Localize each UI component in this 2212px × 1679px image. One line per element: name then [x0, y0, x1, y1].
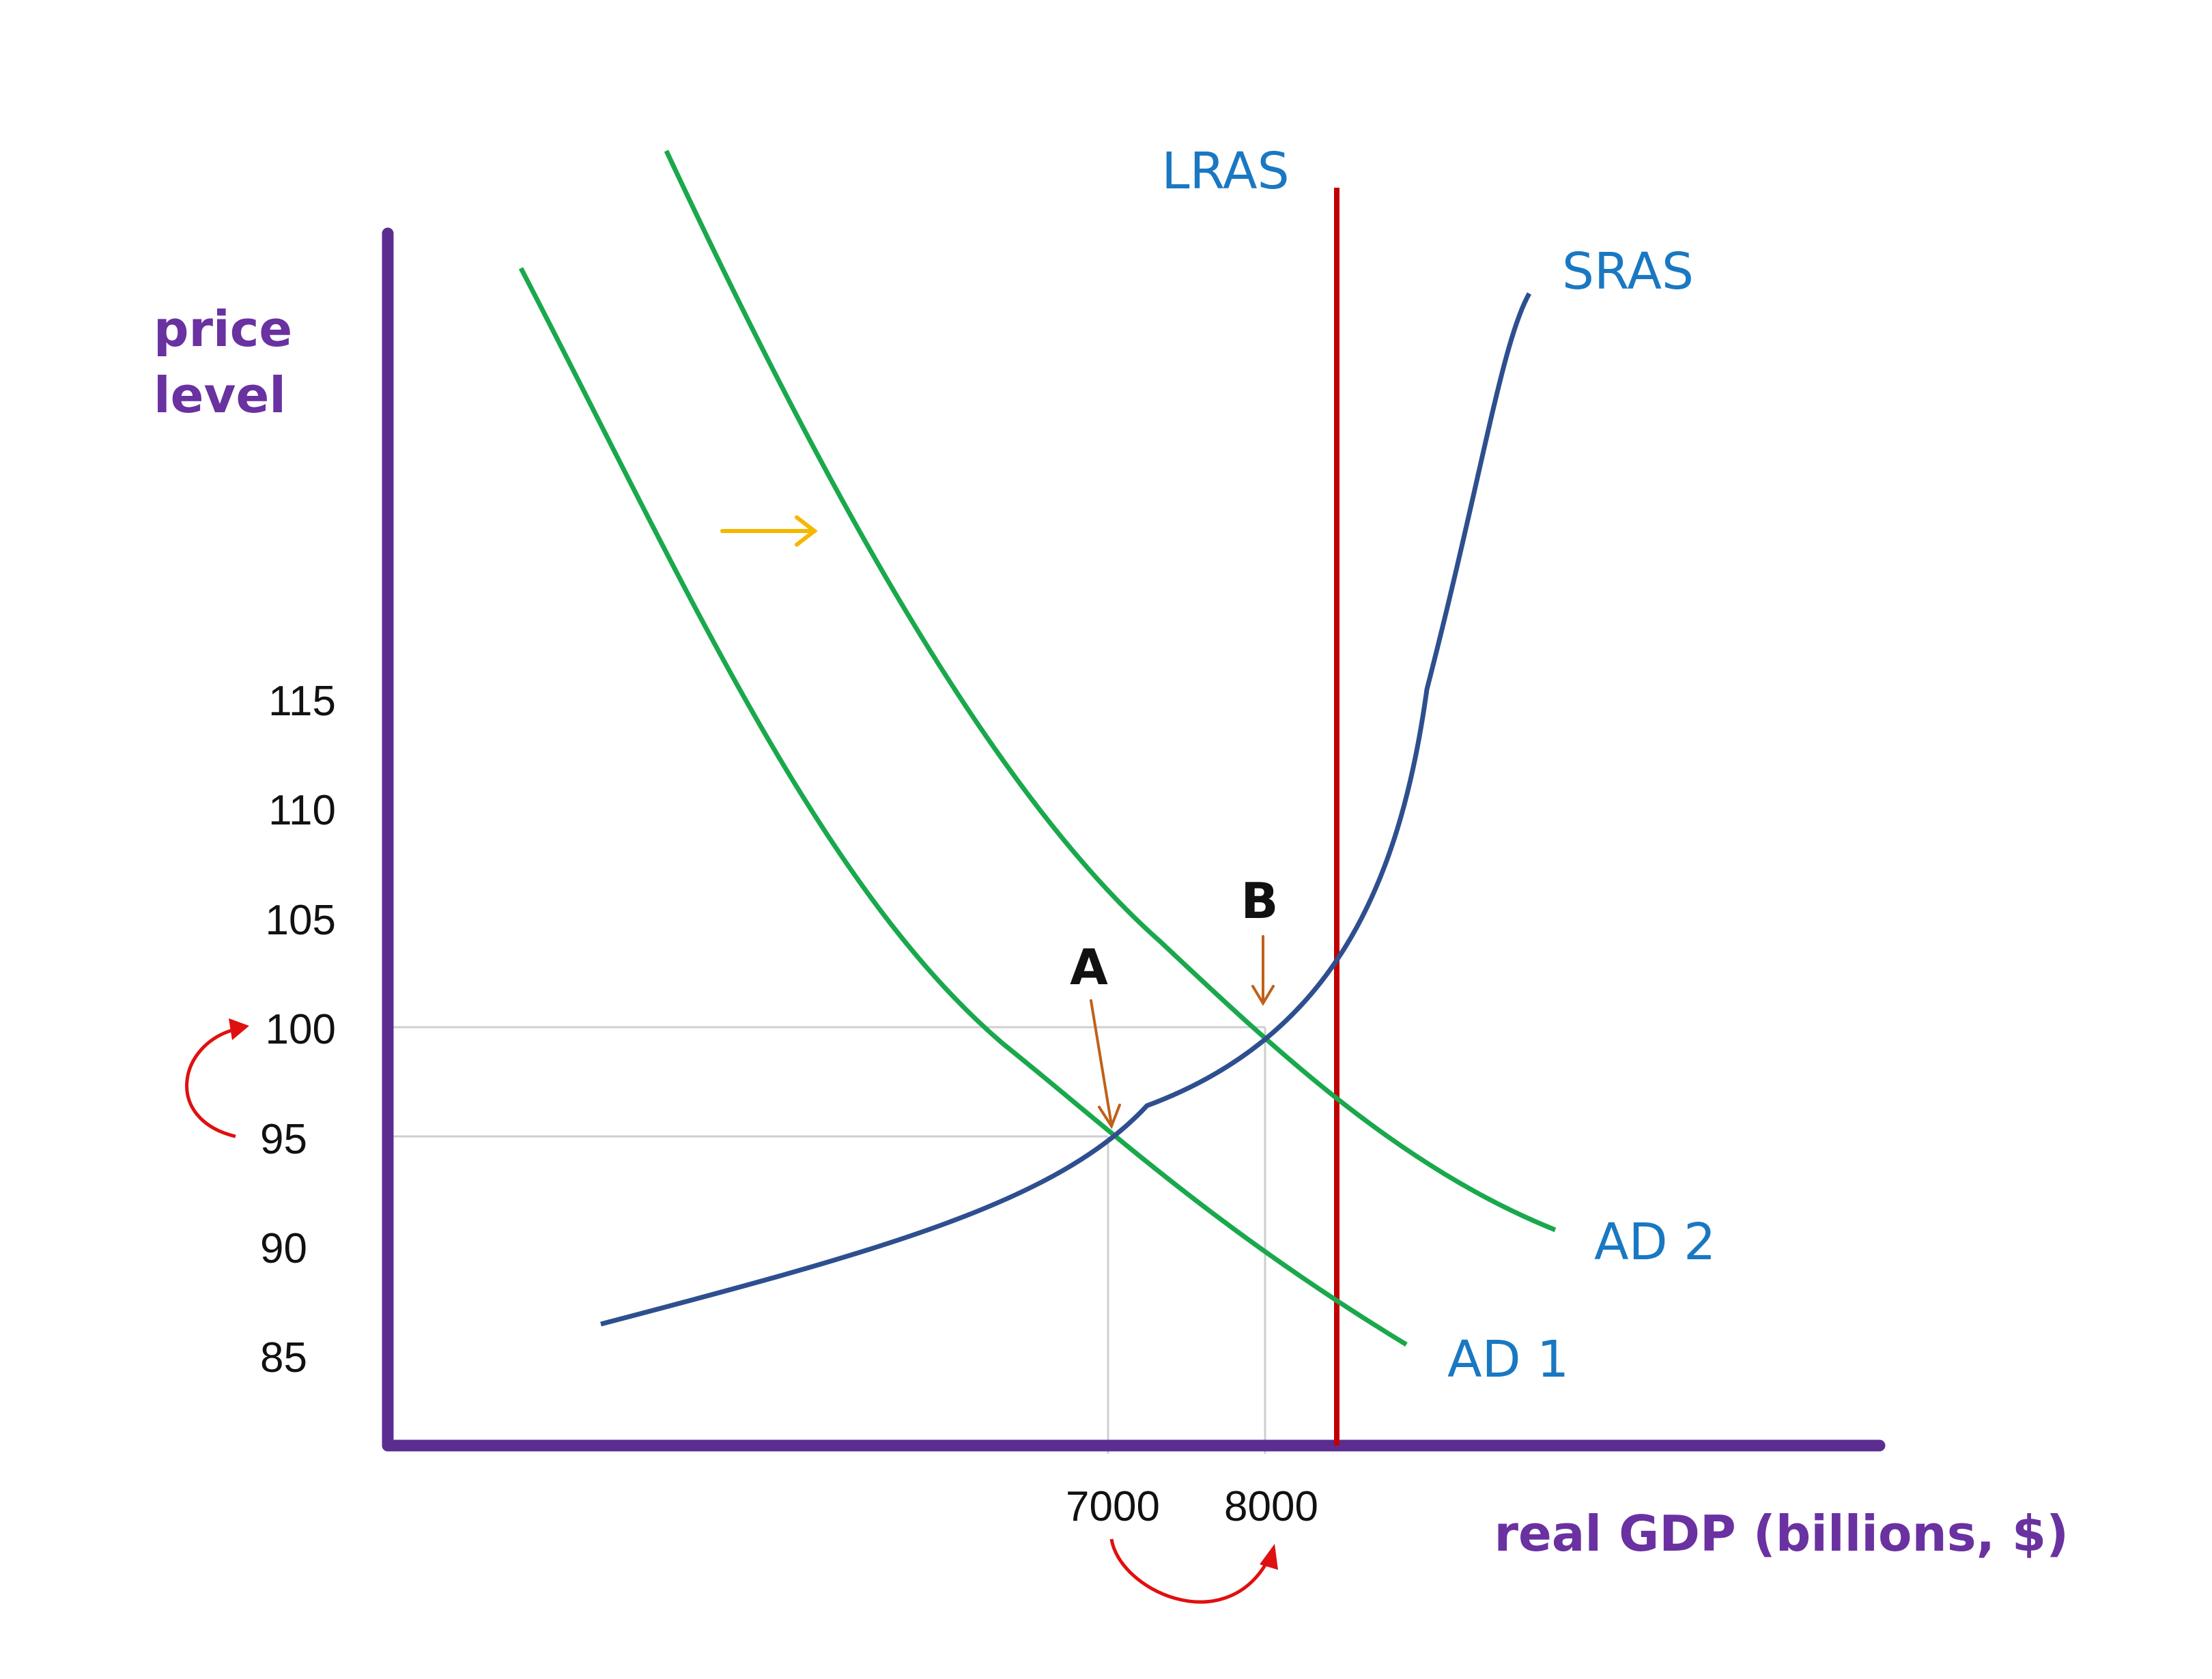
x-tick-labels: 7000 8000 [1066, 1483, 1318, 1530]
ad2-label: AD 2 [1594, 1213, 1716, 1272]
point-a-label: A [1070, 938, 1108, 996]
gdp-movement-arrow [1109, 1538, 1268, 1604]
ad1-label: AD 1 [1447, 1330, 1569, 1389]
sras-label: SRAS [1562, 242, 1694, 301]
guide-lines [393, 1026, 1266, 1454]
x-axis-label: real GDP (billions, $) [1494, 1505, 2069, 1562]
sras-curve [600, 292, 1532, 1327]
y-tick-label: 95 [260, 1116, 307, 1163]
ad1-curve [518, 267, 1408, 1347]
pointer-arrow-b [1251, 935, 1275, 1006]
x-tick-label: 7000 [1066, 1483, 1160, 1530]
y-tick-label: 85 [260, 1334, 307, 1381]
y-tick-label: 110 [268, 787, 336, 834]
shift-arrow [720, 515, 818, 547]
price-movement-arrowhead [229, 1018, 249, 1040]
y-axis-label-line1: price [154, 300, 292, 358]
axes [382, 227, 1886, 1452]
y-tick-label: 90 [260, 1225, 307, 1272]
pointer-arrow-a [1090, 999, 1121, 1130]
price-movement-arrow [185, 1027, 236, 1138]
gdp-movement-arrowhead [1260, 1544, 1278, 1570]
y-tick-label: 115 [268, 678, 336, 725]
point-b-label: B [1241, 872, 1279, 930]
y-tick-labels: 115 110 105 100 95 90 85 [260, 678, 336, 1381]
x-tick-label: 8000 [1224, 1483, 1318, 1530]
y-tick-label: 105 [266, 897, 336, 944]
lras-label: LRAS [1161, 142, 1289, 201]
ad2-curve [664, 149, 1557, 1233]
y-tick-label: 100 [266, 1006, 336, 1053]
y-axis-label-line2: level [154, 367, 286, 424]
